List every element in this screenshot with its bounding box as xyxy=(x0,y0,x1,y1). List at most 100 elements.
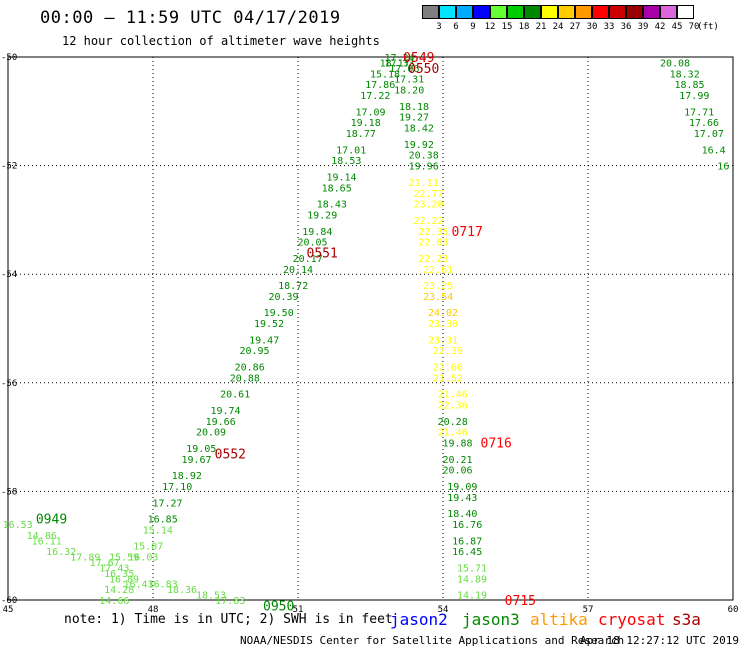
swh-value-label: 16.89 xyxy=(109,574,139,585)
swh-value-label: 17.83 xyxy=(215,596,245,607)
legend-swatch xyxy=(439,5,456,19)
swh-value-label: 16 xyxy=(717,162,729,173)
y-tick-label: -58 xyxy=(1,487,17,497)
swh-value-label: 20.06 xyxy=(442,466,472,477)
swh-value-label: 16.11 xyxy=(32,536,62,547)
legend-label: 3 xyxy=(436,22,442,32)
satellite-altika: altika xyxy=(530,610,588,629)
x-tick-label: 57 xyxy=(583,605,594,615)
swh-value-label: 14.66 xyxy=(99,596,129,607)
swh-value-label: 18.53 xyxy=(196,591,226,602)
swh-value-label: 17.10 xyxy=(162,482,192,493)
y-tick-label: -56 xyxy=(1,379,17,389)
x-tick-label: 60 xyxy=(728,605,739,615)
time-label: 0717 xyxy=(452,225,483,240)
legend-label: 18 xyxy=(518,22,530,32)
swh-value-label: 16.03 xyxy=(128,553,158,564)
legend-label: 12 xyxy=(484,22,496,32)
satellite-cryosat: cryosat xyxy=(598,610,666,629)
satellite-s3a: s3a xyxy=(672,610,701,629)
swh-value-label: 18.18 xyxy=(399,102,429,113)
legend-swatch xyxy=(524,5,541,19)
swh-value-label: 17.27 xyxy=(152,498,182,509)
swh-value-label: 18.77 xyxy=(346,129,376,140)
swh-value-label: 19.47 xyxy=(249,335,279,346)
time-label: 0552 xyxy=(215,447,246,462)
swh-value-label: 19.43 xyxy=(447,493,477,504)
satellite-jason3: jason3 xyxy=(462,610,520,629)
swh-value-label: 14.86 xyxy=(27,531,57,542)
chart-subtitle: 12 hour collection of altimeter wave hei… xyxy=(62,34,380,48)
swh-value-label: 23.30 xyxy=(428,319,458,330)
swh-value-label: 14.19 xyxy=(457,591,487,602)
legend-swatch xyxy=(541,5,558,19)
swh-value-label: 15.59 xyxy=(109,553,139,564)
time-label: 0949 xyxy=(36,513,67,528)
swh-value-label: 22.61 xyxy=(423,265,453,276)
swh-value-label: 20.05 xyxy=(297,238,327,249)
swh-value-label: 22.39 xyxy=(433,346,463,357)
swh-value-label: 19.52 xyxy=(254,319,284,330)
footer-note: note: 1) Time is in UTC; 2) SWH is in fe… xyxy=(64,612,393,627)
legend-label: 45 xyxy=(671,22,683,32)
legend-swatch xyxy=(643,5,660,19)
swh-value-label: 23.20 xyxy=(413,200,443,211)
swh-value-label: 18.32 xyxy=(670,69,700,80)
swh-value-label: 14.89 xyxy=(457,574,487,585)
swh-value-label: 16.83 xyxy=(148,580,178,591)
legend-label: 39 xyxy=(637,22,649,32)
swh-value-label: 17.06 xyxy=(389,64,419,75)
swh-value-label: 20.28 xyxy=(438,417,468,428)
swh-value-label: 18.43 xyxy=(317,200,347,211)
swh-value-label: 17.22 xyxy=(360,91,390,102)
y-tick-label: -60 xyxy=(1,596,17,606)
swh-value-label: 15.71 xyxy=(457,563,487,574)
swh-value-label: 21.52 xyxy=(433,373,463,384)
swh-value-label: 20.17 xyxy=(293,254,323,265)
legend-label: 27 xyxy=(569,22,581,32)
swh-value-label: 22.36 xyxy=(438,401,468,412)
legend-label: 36 xyxy=(620,22,632,32)
swh-value-label: 17.24 xyxy=(384,53,414,64)
swh-value-label: 20.95 xyxy=(239,346,269,357)
legend-label: 70 xyxy=(688,22,700,32)
swh-value-label: 18.36 xyxy=(167,585,197,596)
swh-value-label: 19.92 xyxy=(404,140,434,151)
swh-value-label: 17.67 xyxy=(90,558,120,569)
plot-frame xyxy=(7,56,734,601)
legend-swatch xyxy=(626,5,643,19)
swh-value-label: 17.33 xyxy=(384,58,414,69)
swh-value-label: 18.72 xyxy=(278,281,308,292)
swh-value-label: 23.25 xyxy=(423,281,453,292)
swh-value-label: 22.77 xyxy=(413,189,443,200)
legend-label: 24 xyxy=(552,22,564,32)
swh-value-label: 14.28 xyxy=(104,585,134,596)
legend-label: 21 xyxy=(535,22,547,32)
swh-value-label: 16.76 xyxy=(452,520,482,531)
swh-value-label: 16.85 xyxy=(148,515,178,526)
legend-swatch xyxy=(609,5,626,19)
x-tick-label: 45 xyxy=(3,605,14,615)
swh-value-label: 18.53 xyxy=(331,156,361,167)
swh-value-label: 17.66 xyxy=(689,118,719,129)
swh-value-label: 23.31 xyxy=(428,335,458,346)
swh-value-label: 22.83 xyxy=(418,238,448,249)
time-label: 0950 xyxy=(263,599,294,614)
swh-value-label: 19.96 xyxy=(409,162,439,173)
swh-value-label: 16.87 xyxy=(452,536,482,547)
swh-value-label: 19.74 xyxy=(210,406,240,417)
swh-value-label: 15.18 xyxy=(370,69,400,80)
swh-value-label: 17.43 xyxy=(99,563,129,574)
swh-value-label: 19.29 xyxy=(307,210,337,221)
swh-value-label: 15.14 xyxy=(143,525,173,536)
swh-value-label: 18.17 xyxy=(380,58,410,69)
y-tick-label: -54 xyxy=(1,270,17,280)
swh-value-label: 19.09 xyxy=(447,482,477,493)
swh-value-label: 19.14 xyxy=(326,172,356,183)
swh-value-label: 19.05 xyxy=(186,444,216,455)
legend-swatch xyxy=(592,5,609,19)
legend-label: 42 xyxy=(654,22,666,32)
swh-value-label: 24.02 xyxy=(428,308,458,319)
time-label: 0551 xyxy=(307,246,338,261)
